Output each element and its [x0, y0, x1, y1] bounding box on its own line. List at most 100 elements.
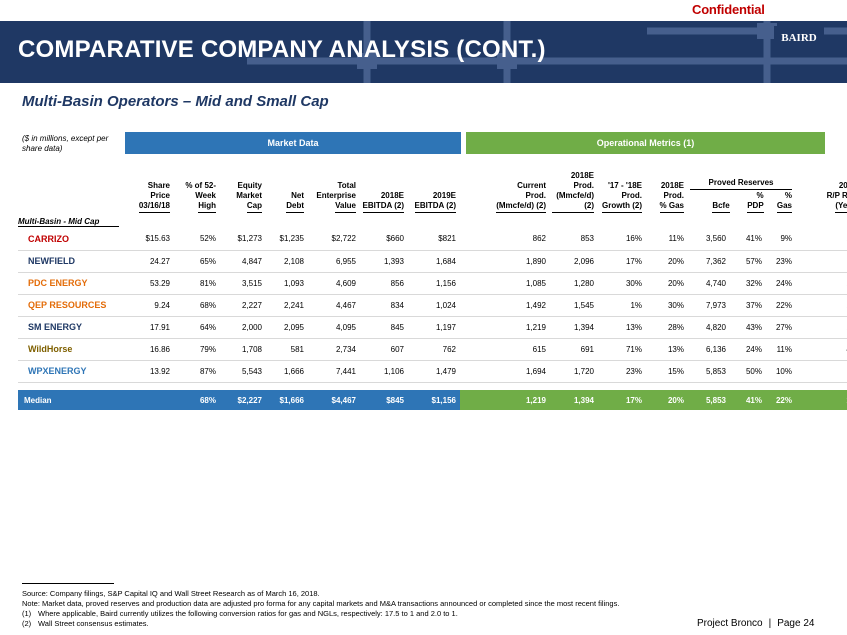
median-cell: 5,853: [688, 390, 730, 410]
footnotes: Source: Company filings, S&P Capital IQ …: [22, 589, 702, 629]
page-footer: Project Bronco | Page 24: [697, 618, 815, 629]
table-cell: 28%: [646, 316, 688, 339]
table-cell: 4,467: [308, 294, 360, 317]
svg-text:BAIRD: BAIRD: [781, 32, 817, 44]
footnote: Source: Company filings, S&P Capital IQ …: [22, 589, 702, 599]
col-group-proved-reserves: Proved Reserves Bcfe % PDP % Gas: [688, 171, 796, 214]
table-cell: 81%: [174, 272, 220, 295]
col-rp-ratio: 2017ER/P Ratio(Years): [796, 171, 847, 214]
col-ebitda-2018: 2018E EBITDA (2): [360, 171, 408, 214]
confidential-label: Confidential: [692, 2, 765, 17]
table-cell: 1,708: [220, 338, 266, 361]
table-header: Share Price 03/16/18 % of 52- Week High Equi…: [18, 171, 847, 214]
table-cell: 13.92: [118, 360, 174, 383]
table-cell: 1,280: [550, 272, 598, 295]
table-cell: 4,847: [220, 250, 266, 273]
table-cell: 13.2: [796, 272, 847, 295]
table-cell: 9%: [766, 228, 796, 251]
table-cell: 9.24: [118, 294, 174, 317]
table-cell: 24.27: [118, 250, 174, 273]
table-cell: 57%: [730, 250, 766, 273]
table-cell: 1,024: [408, 294, 460, 317]
table-cell: 581: [266, 338, 308, 361]
table-cell: $1,273: [220, 228, 266, 251]
table-cell: 3,560: [688, 228, 730, 251]
table-cell: $821: [408, 228, 460, 251]
col-prod-growth: '17 - '18E Prod. Growth (2): [598, 171, 646, 214]
table-cell: $660: [360, 228, 408, 251]
table-cell: 1,666: [266, 360, 308, 383]
table-cell: 43%: [730, 316, 766, 339]
table-cell: 1,093: [266, 272, 308, 295]
footnote: (1) Where applicable, Baird currently uti…: [22, 609, 702, 619]
table-cell: 2,095: [266, 316, 308, 339]
table-cell: 2,734: [308, 338, 360, 361]
table-cell: 6,136: [688, 338, 730, 361]
table-cell: $1,235: [266, 228, 308, 251]
col-ebitda-2019: 2019E EBITDA (2): [408, 171, 460, 214]
table-cell: 53.29: [118, 272, 174, 295]
footnote-number: (2): [22, 619, 32, 628]
col-share-price: Share Price 03/16/18: [118, 171, 174, 214]
table-cell: 20%: [646, 250, 688, 273]
table-cell: 615: [460, 338, 550, 361]
table-cell: 7,362: [688, 250, 730, 273]
table-cell: 1,890: [460, 250, 550, 273]
table-row: SM ENERGY 17.91 64% 2,000 2,095 4,095 845 1,197…: [18, 316, 847, 339]
table-cell: 2,241: [266, 294, 308, 317]
footnote-number: (1): [22, 609, 32, 618]
median-cell: 20%: [646, 390, 688, 410]
table-cell: 11.3: [796, 250, 847, 273]
company-logo: SM ENERGY: [28, 322, 83, 332]
table-cell: 11%: [646, 228, 688, 251]
operational-metrics-band: Operational Metrics (1): [466, 132, 825, 154]
median-cell: 13.2: [796, 390, 847, 410]
table-cell: 17%: [598, 250, 646, 273]
table-cell: 23%: [598, 360, 646, 383]
table-cell: 1,393: [360, 250, 408, 273]
table-cell: 1,545: [550, 294, 598, 317]
table-cell: 14.2: [796, 294, 847, 317]
table-cell: 856: [360, 272, 408, 295]
company-logo: CARRIZO: [28, 233, 69, 244]
table-cell: 22%: [766, 294, 796, 317]
section-label-row: Multi-Basin - Mid Cap: [18, 214, 847, 228]
median-cell: $845: [360, 390, 408, 410]
table-cell: 7,973: [688, 294, 730, 317]
table-cell: 2,096: [550, 250, 598, 273]
table-cell: 1,197: [408, 316, 460, 339]
median-cell: $1,666: [266, 390, 308, 410]
table-cell: 30%: [598, 272, 646, 295]
company-logo: NEWFIELD: [28, 256, 75, 266]
table-cell: 30%: [646, 294, 688, 317]
footnote: Note: Market data, proved reserves and p…: [22, 599, 702, 609]
table-cell: 4,740: [688, 272, 730, 295]
table-cell: 13.3: [796, 228, 847, 251]
table-cell: 1,684: [408, 250, 460, 273]
table-cell: 13%: [598, 316, 646, 339]
units-note: ($ in millions, except per share data): [22, 134, 109, 153]
table-cell: 7,441: [308, 360, 360, 383]
table-cell: 24%: [766, 272, 796, 295]
table-cell: 68%: [174, 294, 220, 317]
median-cell: 22%: [766, 390, 796, 410]
table-cell: 1,492: [460, 294, 550, 317]
table-cell: 2,000: [220, 316, 266, 339]
table-cell: 862: [460, 228, 550, 251]
table-cell: 32%: [730, 272, 766, 295]
table-cell: 691: [550, 338, 598, 361]
table-cell: 64%: [174, 316, 220, 339]
table-row: WPXENERGY 13.92 87% 5,543 1,666 7,441 1,106 1,4…: [18, 360, 847, 383]
page-title: COMPARATIVE COMPANY ANALYSIS (CONT.): [18, 36, 546, 63]
baird-logo: BAIRD: [774, 26, 824, 48]
footnote-text: Source: Company filings, S&P Capital IQ …: [22, 589, 320, 598]
table-cell: 10%: [766, 360, 796, 383]
table-cell: 23%: [766, 250, 796, 273]
col-pct-52-week: % of 52- Week High: [174, 171, 220, 214]
company-logo: QEP RESOURCES: [28, 300, 107, 310]
table-row: QEP RESOURCES 9.24 68% 2,227 2,241 4,467 834 1,…: [18, 294, 847, 317]
median-row: Median 68% $2,227 $1,666 $4,467 $845 $1,156 1,2…: [18, 390, 847, 410]
table-cell: 4,095: [308, 316, 360, 339]
table-cell: 79%: [174, 338, 220, 361]
footnote-text: Wall Street consensus estimates.: [38, 619, 149, 628]
